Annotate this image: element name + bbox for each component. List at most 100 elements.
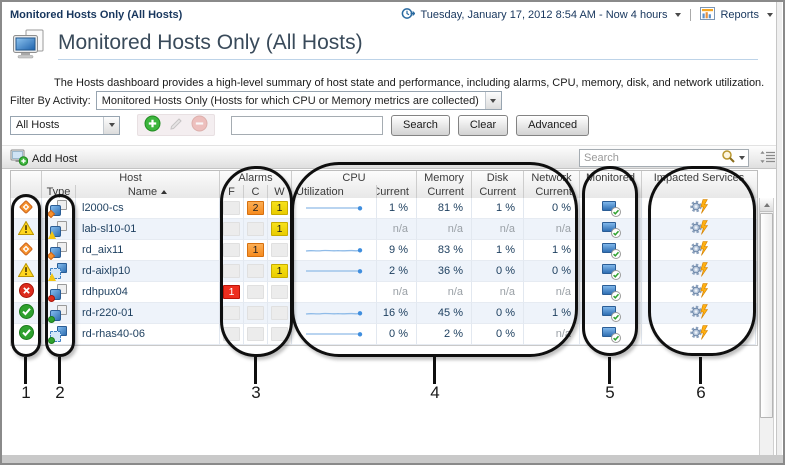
host-row[interactable]: lab-sl10-01 1 n/a n/a n/a n/a [11,219,757,240]
impacted-services-button[interactable] [688,199,710,217]
network-group-header[interactable]: Network [524,171,580,185]
monitored-cell [580,261,642,282]
chevron-down-icon[interactable] [739,156,745,160]
host-row[interactable]: rd-aixlp10 1 2 % 36 % 0 % 0 % [11,261,757,282]
impacted-services-cell[interactable] [642,261,756,282]
impacted-services-cell[interactable] [642,324,756,345]
host-row[interactable]: rdhpux04 1 n/a n/a n/a n/a [11,282,757,303]
warning-alarm-cell: 1 [268,198,292,219]
memory-current-value: 2 % [417,324,472,345]
clear-button[interactable]: Clear [457,114,509,136]
name-column-header[interactable]: Name [76,185,220,199]
fatal-alarm-cell [220,219,244,240]
alarm-count-empty [223,327,240,341]
fatal-alarm-cell [220,198,244,219]
host-group-header[interactable]: Host [42,171,220,185]
host-name-link[interactable]: l2000-cs [76,198,220,219]
activity-filter-select[interactable]: Monitored Hosts Only (Hosts for which CP… [95,91,502,110]
severity-subheader [11,185,42,199]
critical-column-header[interactable]: C [244,185,268,199]
network-current-column-header[interactable]: Current [524,185,580,199]
severity-warning-icon [17,219,35,238]
alarm-count-c[interactable]: 1 [247,243,264,257]
alarms-group-header[interactable]: Alarms [220,171,292,185]
cpu-current-value: 0 % [377,324,417,345]
cpu-group-header[interactable]: CPU [292,171,417,185]
table-search-box [579,149,749,167]
alarm-count-w[interactable]: 1 [271,201,288,215]
monitored-column-header[interactable]: Monitored [580,171,642,185]
impacted-services-button[interactable] [688,283,710,301]
host-name-link[interactable]: rd-r220-01 [76,303,220,324]
alarm-count-w[interactable]: 1 [271,222,288,236]
host-row[interactable]: rd-rhas40-06 0 % 2 % 0 % n/a [11,324,757,345]
utilization-column-header[interactable]: Utilization [292,185,377,199]
hosts-filter-input[interactable] [231,115,383,135]
alarm-count-empty [271,327,288,341]
time-range-label[interactable]: Tuesday, January 17, 2012 8:54 AM - Now … [420,9,668,21]
select-arrow-button[interactable] [484,92,501,109]
chevron-down-icon[interactable] [767,13,773,17]
alarm-count-f[interactable]: 1 [223,285,240,299]
chevron-down-icon[interactable] [675,13,682,17]
cpu-current-value: n/a [377,282,417,303]
alarm-count-empty [271,243,288,257]
cpu-current-column-header[interactable]: Current [377,185,417,199]
divider [690,9,692,21]
impacted-services-button[interactable] [688,262,710,280]
select-arrow-button[interactable] [103,116,119,134]
impacted-services-cell[interactable] [642,303,756,324]
impacted-services-cell[interactable] [642,282,756,303]
host-name-link[interactable]: rdhpux04 [76,282,220,303]
breadcrumb[interactable]: Monitored Hosts Only (All Hosts) [10,9,183,21]
host-name-link[interactable]: lab-sl10-01 [76,219,220,240]
impacted-services-button[interactable] [688,325,710,343]
alarm-count-w[interactable]: 1 [271,264,288,278]
scroll-up-button[interactable] [760,198,773,212]
impacted-services-button[interactable] [688,241,710,259]
table-options-icon[interactable] [760,150,776,167]
impacted-services-icon [689,304,708,319]
type-column-header[interactable]: Type [42,185,76,199]
host-scope-select[interactable]: All Hosts [10,115,120,135]
warning-column-header[interactable]: W [268,185,292,199]
search-icon[interactable] [721,149,736,167]
type-cell [42,282,76,303]
disk-group-header[interactable]: Disk [472,171,524,185]
fatal-column-header[interactable]: F [220,185,244,199]
add-icon[interactable] [144,115,161,135]
host-name-link[interactable]: rd-aixlp10 [76,261,220,282]
activity-filter-value: Monitored Hosts Only (Hosts for which CP… [101,94,479,107]
impacted-services-button[interactable] [688,304,710,322]
alarm-count-c[interactable]: 2 [247,201,264,215]
impacted-services-cell[interactable] [642,219,756,240]
add-host-label: Add Host [32,153,78,165]
add-host-button[interactable]: Add Host [10,149,77,169]
impacted-services-column-header[interactable]: Impacted Services [653,172,745,184]
host-name-link[interactable]: rd-rhas40-06 [76,324,220,345]
reports-menu[interactable]: Reports [720,9,759,21]
advanced-button[interactable]: Advanced [516,114,590,136]
memory-current-column-header[interactable]: Current [417,185,472,199]
disk-current-column-header[interactable]: Current [472,185,524,199]
scrollbar-thumb[interactable] [760,213,773,418]
search-button[interactable]: Search [391,114,450,136]
host-row[interactable]: l2000-cs 2 1 1 % 81 % 1 % 0 % [11,198,757,219]
impacted-services-cell[interactable] [642,198,756,219]
table-scrollbar[interactable] [759,198,774,457]
alarm-count-empty [223,264,240,278]
critical-alarm-cell [244,219,268,240]
table-search-input[interactable] [580,151,721,165]
host-row[interactable]: rd_aix11 1 9 % 83 % 1 % 1 % [11,240,757,261]
impacted-services-cell[interactable] [642,240,756,261]
memory-group-header[interactable]: Memory [417,171,472,185]
impacted-services-button[interactable] [688,220,710,238]
host-row[interactable]: rd-r220-01 16 % 45 % 0 % 1 % [11,303,757,324]
monitored-icon [601,326,621,343]
sort-ascending-icon [161,190,168,194]
network-current-value: 0 % [524,198,580,219]
host-name-link[interactable]: rd_aix11 [76,240,220,261]
memory-current-value: 81 % [417,198,472,219]
type-cell [42,240,76,261]
time-range-icon [401,7,416,23]
